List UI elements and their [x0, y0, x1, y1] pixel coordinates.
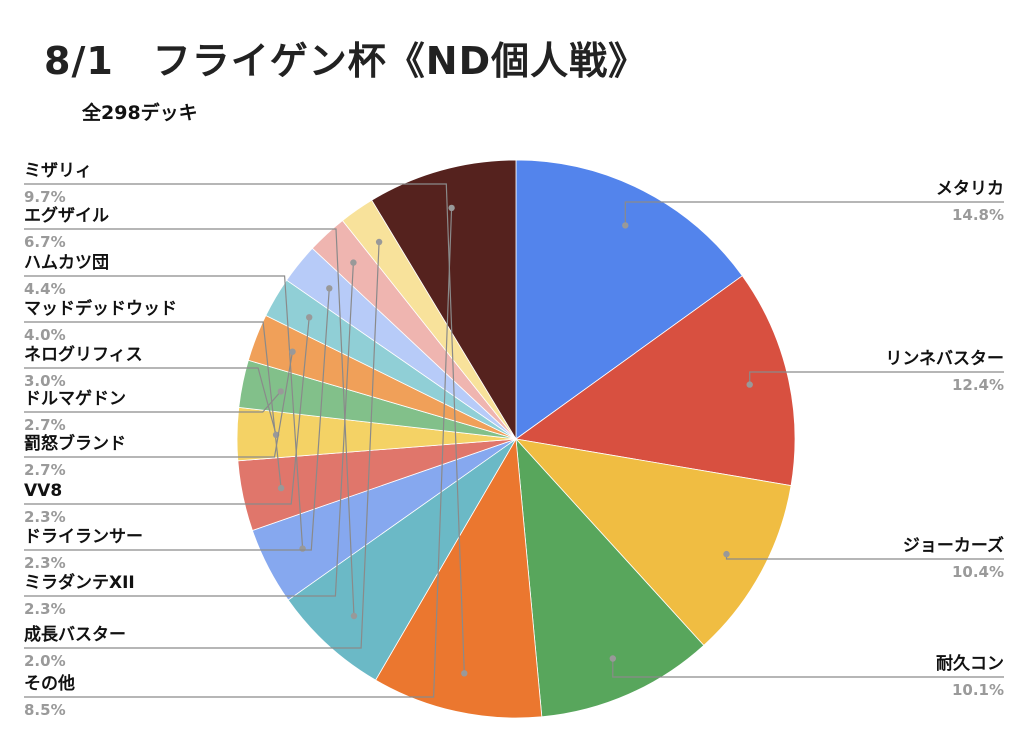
leader-dot-1: [622, 222, 629, 229]
pie-slice-16: [371, 159, 517, 441]
slice-value-9: 3.0%: [24, 372, 66, 390]
chart-title: 8/1 フライゲン杯《ND個人戦》: [44, 39, 648, 83]
leader-line-12: [24, 317, 310, 505]
leader-dot-5: [461, 670, 468, 677]
slice-value-15: 2.0%: [24, 652, 66, 670]
leader-line-7: [24, 275, 304, 549]
slice-value-7: 4.4%: [24, 280, 66, 298]
slice-label-8: マッドデッドウッド: [24, 298, 177, 319]
slice-value-3: 10.4%: [952, 563, 1004, 581]
slice-labels: メタリカ 14.8% リンネバスター 12.4% ジョーカーズ 10.4% 耐久コン 10.1…: [24, 161, 1004, 719]
pie-slice-5: [375, 437, 543, 719]
leader-dot-10: [277, 388, 284, 395]
leader-line-6: [24, 228, 355, 617]
slice-label-5: ミザリィ: [24, 161, 92, 181]
slice-value-16: 8.5%: [24, 701, 66, 719]
slice-label-4: 耐久コン: [936, 653, 1004, 674]
leader-dot-12: [306, 314, 313, 321]
slice-label-16: その他: [24, 673, 75, 694]
pie-slices: [236, 159, 796, 719]
slice-value-5: 9.7%: [24, 188, 66, 206]
slice-label-6: エグザイル: [24, 205, 109, 226]
leader-line-14: [24, 262, 354, 597]
leader-dot-8: [277, 484, 285, 492]
slice-value-10: 2.7%: [24, 416, 66, 434]
chart-subtitle: 全298デッキ: [82, 102, 198, 124]
leader-line-15: [24, 241, 380, 649]
leader-dot-2: [746, 381, 753, 388]
leader-line-11: [24, 351, 294, 458]
pie-slice-6: [287, 438, 517, 681]
leader-dot-6: [350, 612, 358, 620]
slice-value-1: 14.8%: [952, 206, 1004, 224]
leader-line-4: [612, 658, 1004, 678]
slice-value-6: 6.7%: [24, 233, 66, 251]
pie-slice-2: [514, 275, 796, 487]
leader-line-9: [24, 367, 277, 435]
slice-label-12: VV8: [24, 481, 62, 501]
slice-value-12: 2.3%: [24, 508, 66, 526]
slice-label-9: ネログリフィス: [24, 344, 143, 365]
leader-line-16: [24, 207, 453, 698]
leader-line-1: [624, 201, 1004, 226]
slice-value-8: 4.0%: [24, 326, 66, 344]
leader-dot-11: [289, 348, 296, 355]
slice-value-2: 12.4%: [952, 376, 1004, 394]
leader-line-5: [24, 183, 465, 674]
slice-label-10: ドルマゲドン: [24, 388, 126, 409]
slice-label-14: ミラダンテXII: [24, 572, 135, 593]
leader-dot-16: [448, 204, 455, 212]
leader-lines: [24, 183, 1004, 698]
leader-line-2: [749, 371, 1004, 385]
slice-value-13: 2.3%: [24, 554, 66, 572]
slice-value-11: 2.7%: [24, 461, 66, 479]
pie-slice-4: [515, 437, 705, 718]
slice-label-1: メタリカ: [936, 179, 1004, 199]
leader-dot-13: [326, 285, 333, 292]
slice-label-13: ドライランサー: [24, 527, 143, 547]
pie-slice-3: [514, 438, 792, 646]
slice-value-4: 10.1%: [952, 681, 1004, 699]
slice-value-14: 2.3%: [24, 600, 66, 618]
leader-line-10: [24, 391, 282, 413]
leader-dot-4: [609, 655, 616, 662]
leader-dot-14: [350, 259, 357, 266]
leader-dot-15: [375, 238, 383, 246]
slice-label-15: 成長バスター: [24, 624, 126, 645]
leader-line-13: [24, 288, 330, 551]
slice-label-11: 罰怒ブランド: [24, 433, 126, 454]
slice-label-2: リンネバスター: [885, 349, 1004, 369]
slice-label-7: ハムカツ団: [24, 253, 109, 273]
slice-label-3: ジョーカーズ: [903, 535, 1004, 556]
pie-slice-1: [515, 159, 743, 440]
leader-dot-7: [299, 545, 306, 552]
leader-dot-3: [723, 550, 730, 558]
